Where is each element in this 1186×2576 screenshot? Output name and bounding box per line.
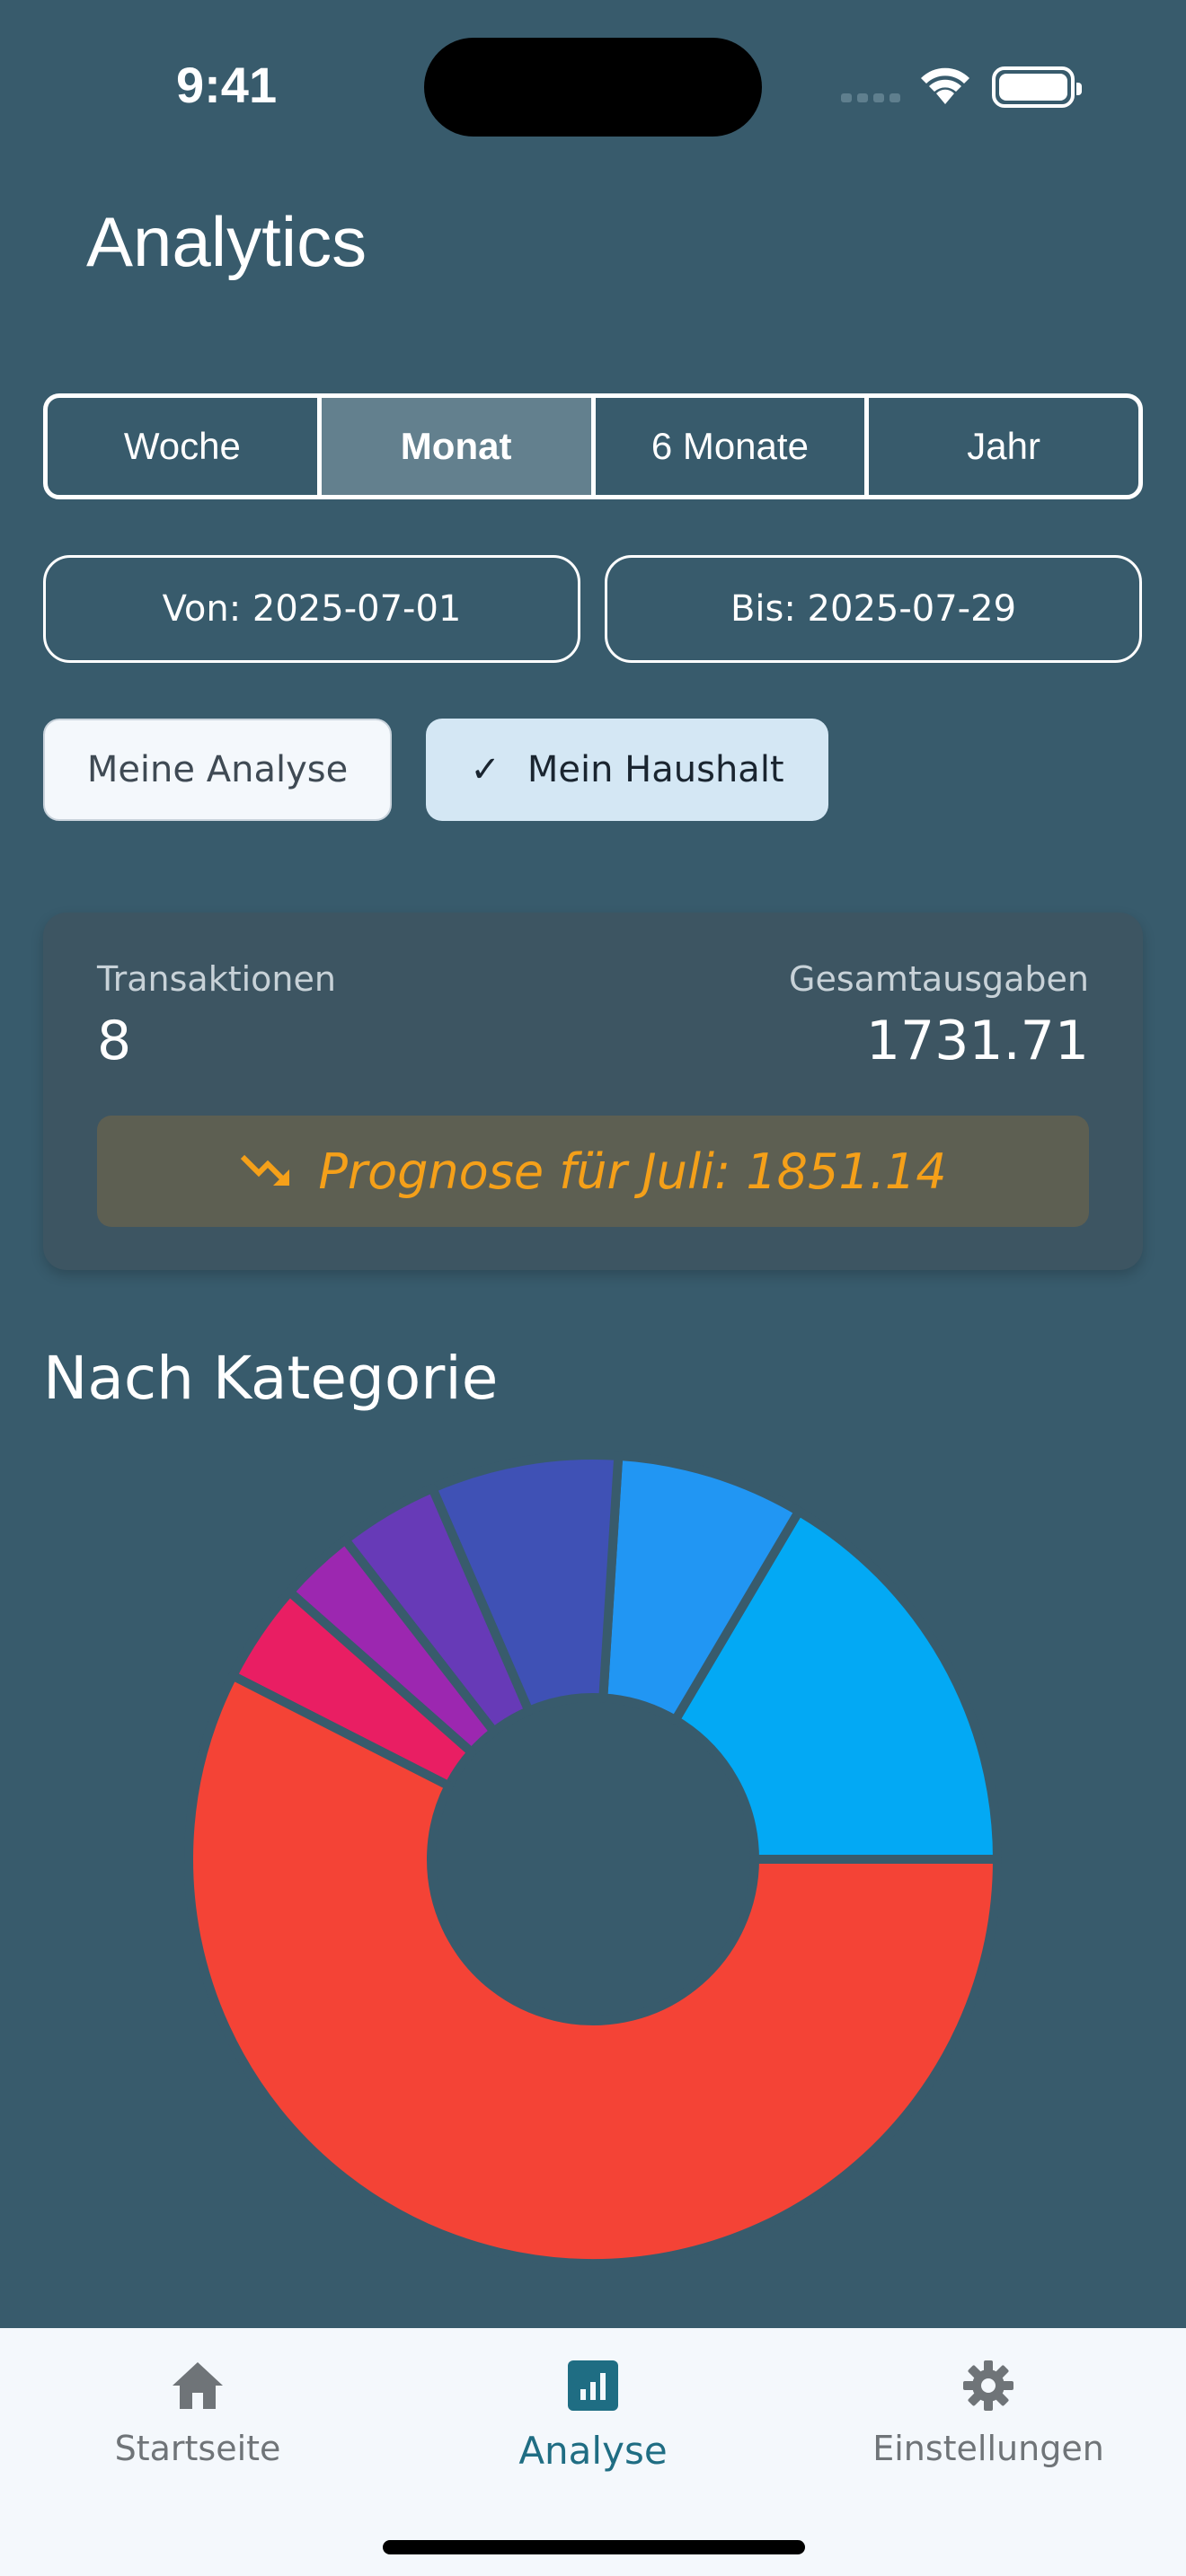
transactions-label: Transaktionen [97,959,336,999]
tab-6-monate[interactable]: 6 Monate [596,398,870,495]
nav-settings-label: Einstellungen [872,2429,1104,2468]
nav-einstellungen[interactable]: Einstellungen [791,2328,1186,2508]
donut-slice [184,1671,1002,2268]
total-expenses-value: 1731.71 [865,1010,1089,1072]
nav-home-label: Startseite [114,2429,281,2468]
check-icon: ✓ [470,749,500,790]
total-expenses-label: Gesamtausgaben [789,959,1089,999]
category-section-title: Nach Kategorie [43,1344,499,1413]
dynamic-island [424,38,762,137]
home-indicator [383,2540,805,2554]
nav-startseite[interactable]: Startseite [0,2328,395,2508]
tab-jahr[interactable]: Jahr [967,425,1040,467]
bottom-navigation: Startseite Analyse Einstellung [0,2328,1186,2576]
nav-analyse[interactable]: Analyse [395,2328,791,2508]
analytics-icon [568,2360,618,2411]
battery-icon [992,66,1082,108]
date-from-button[interactable]: Von: 2025-07-01 [43,555,580,663]
household-chip[interactable]: ✓ Mein Haushalt [426,719,828,821]
home-icon [173,2362,223,2409]
summary-card: Transaktionen 8 Gesamtausgaben 1731.71 P… [43,913,1143,1270]
date-to-button[interactable]: Bis: 2025-07-29 [605,555,1142,663]
forecast-text: Prognose für Juli: 1851.14 [318,1142,947,1200]
transactions-value: 8 [97,1010,132,1072]
category-donut-chart [184,1451,1002,2268]
tab-monat[interactable]: Monat [321,398,596,495]
period-segmented-control: Woche Monat 6 Monate Jahr [43,393,1143,499]
gear-icon [963,2360,1013,2411]
my-analysis-chip[interactable]: Meine Analyse [43,719,392,821]
my-analysis-label: Meine Analyse [86,749,349,790]
forecast-banner: Prognose für Juli: 1851.14 [97,1116,1089,1227]
tab-woche[interactable]: Woche [48,398,322,495]
donut-slice [670,1506,1002,1864]
cellular-signal-icon [841,93,900,102]
trending-down-icon [241,1154,290,1186]
page-title: Analytics [86,202,367,281]
status-time: 9:41 [176,57,278,113]
household-label: Mein Haushalt [527,749,784,790]
wifi-icon [921,67,969,104]
nav-analyse-label: Analyse [518,2429,668,2473]
